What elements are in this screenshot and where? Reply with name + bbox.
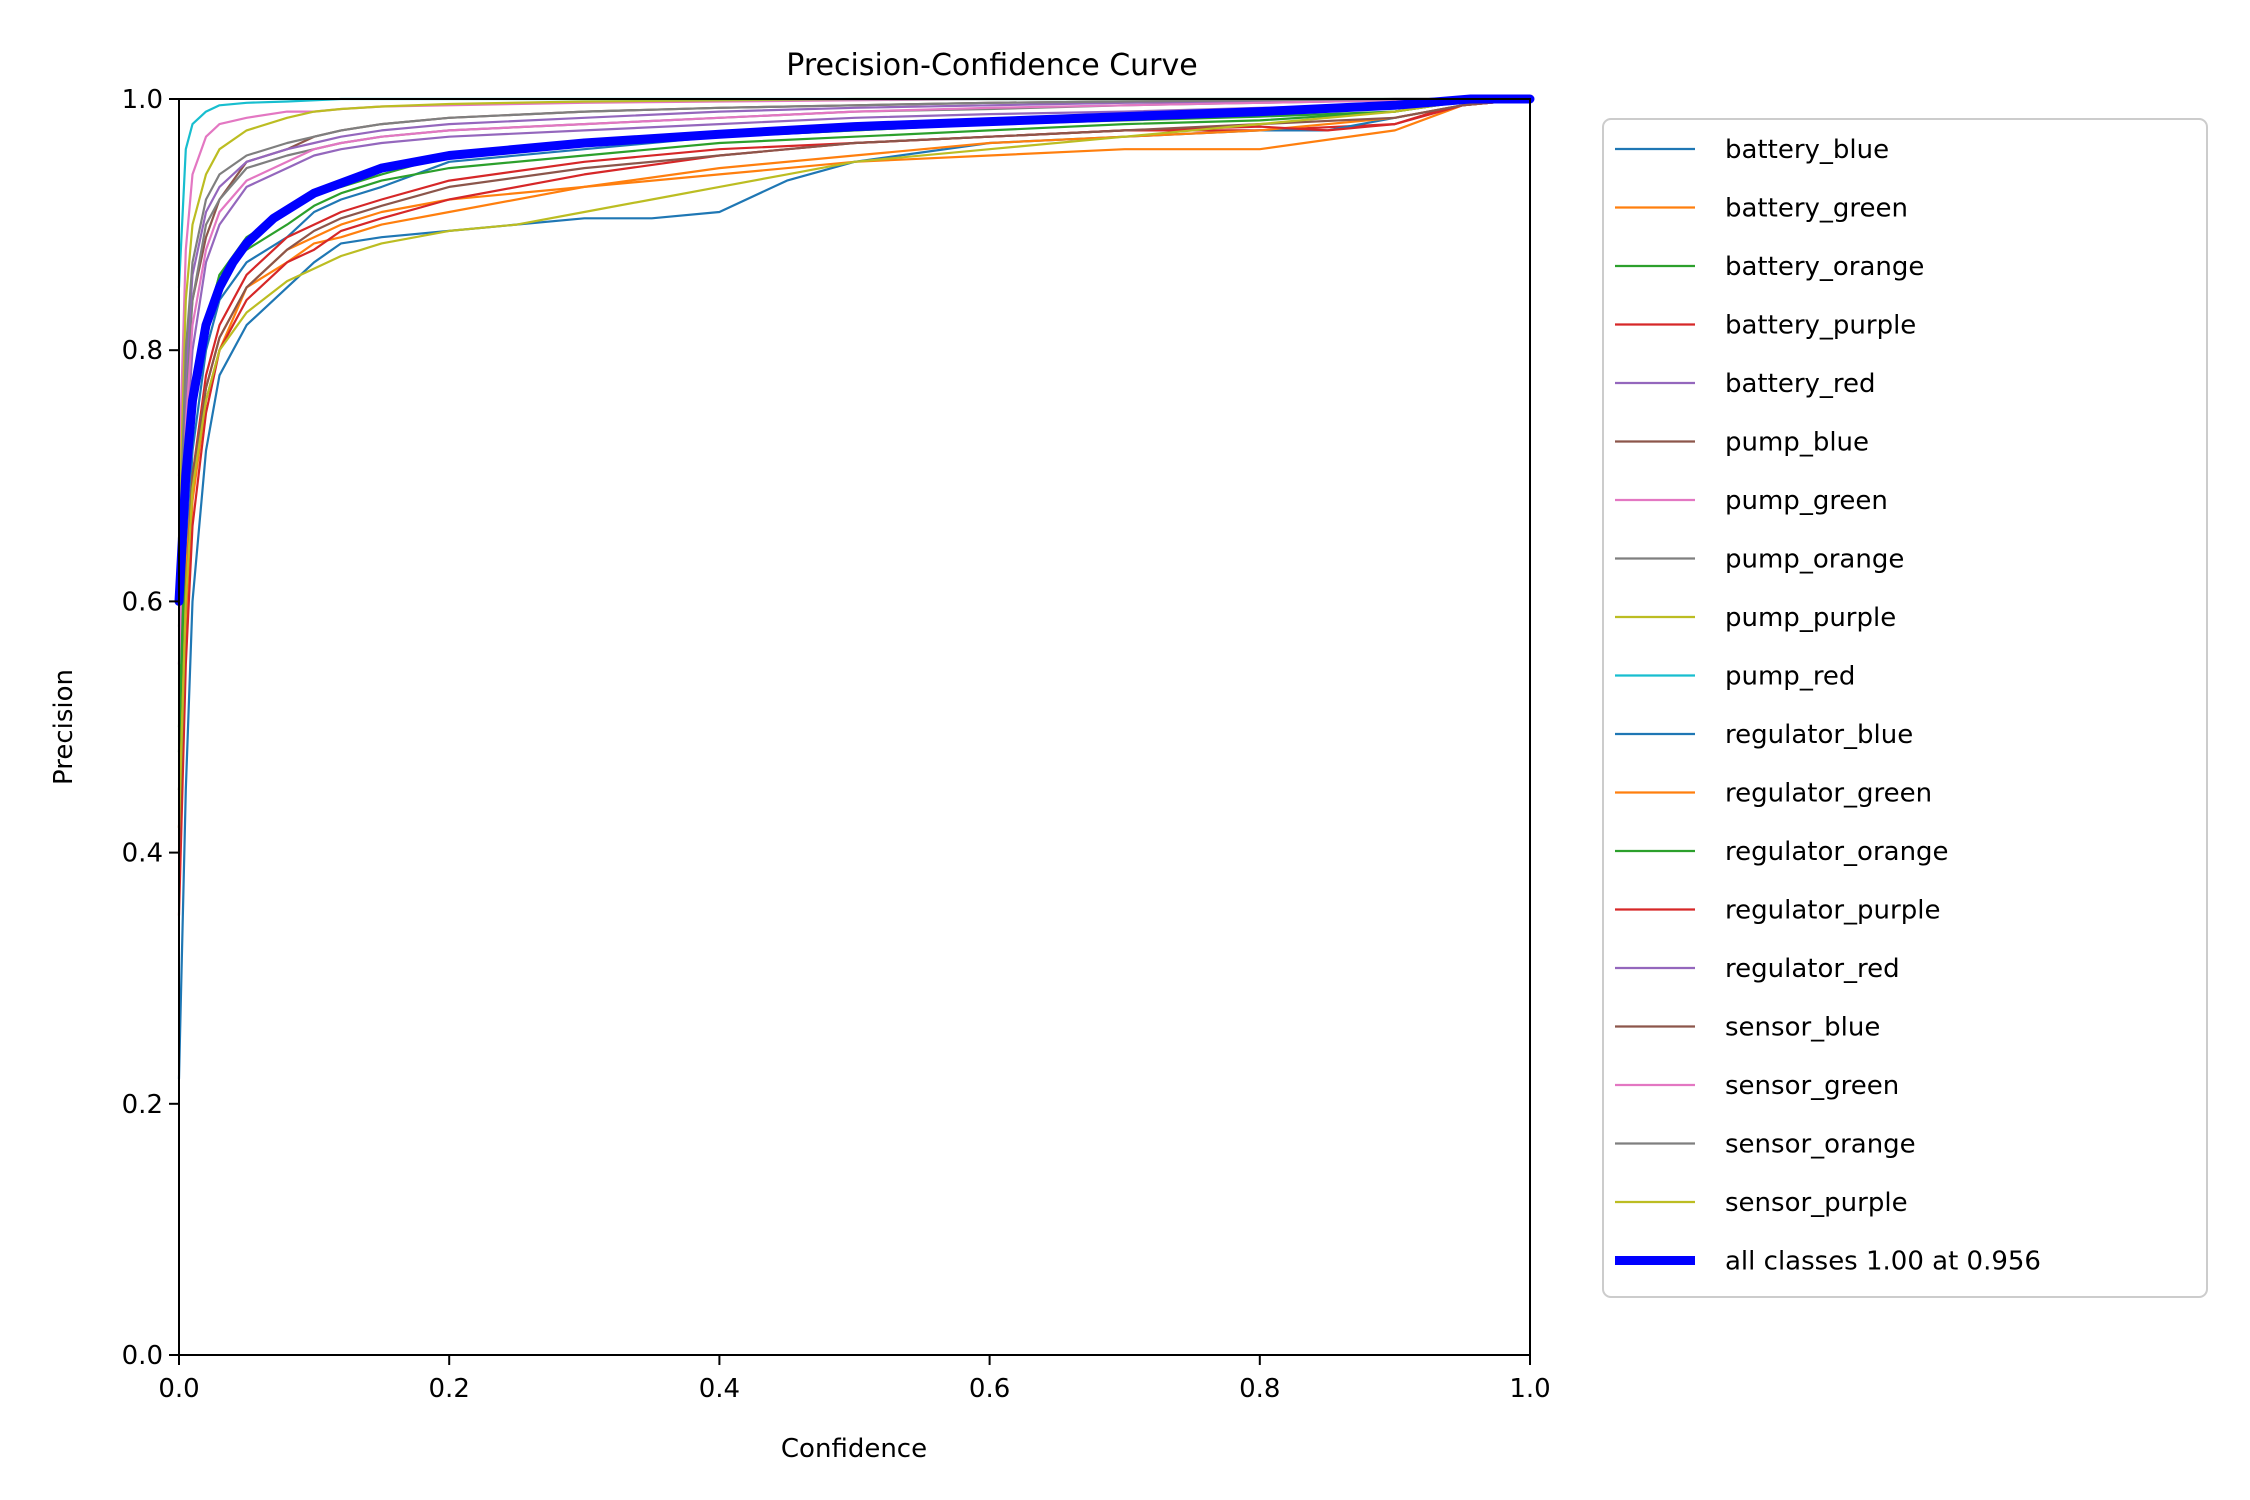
y-axis-ticks: 0.0 0.2 0.4 0.6 0.8 1.0 [122, 85, 179, 1371]
y-tick-label: 0.0 [122, 1341, 163, 1371]
x-tick-label: 0.4 [699, 1374, 740, 1404]
legend-label: sensor_blue [1725, 1013, 1880, 1043]
y-tick-label: 0.6 [122, 587, 163, 617]
x-tick-label: 0.8 [1239, 1374, 1280, 1404]
legend-label: battery_green [1725, 194, 1908, 224]
legend-label: pump_green [1725, 486, 1888, 516]
legend-label: pump_blue [1725, 428, 1869, 458]
x-tick-label: 1.0 [1509, 1374, 1550, 1404]
series-line-all-classes-1-00-at-0-956 [174, 94, 1535, 606]
legend-label: pump_orange [1725, 545, 1904, 575]
chart-title: Precision-Confidence Curve [786, 48, 1197, 83]
series-line-sensor-purple [177, 97, 1532, 829]
y-axis-label: Precision [49, 669, 79, 785]
legend-items: battery_blue battery_green battery_orangeb… [1615, 135, 2041, 1277]
y-tick-label: 0.2 [122, 1090, 163, 1120]
x-tick-label: 0.6 [969, 1374, 1010, 1404]
legend-label: battery_blue [1725, 135, 1889, 165]
legend-label: sensor_purple [1725, 1188, 1908, 1218]
legend-label: regulator_red [1725, 954, 1900, 984]
x-tick-label: 0.2 [429, 1374, 470, 1404]
legend-label: regulator_orange [1725, 837, 1949, 867]
series-line-sensor-orange [177, 97, 1532, 578]
plot-frame [178, 98, 1531, 1356]
legend-label: pump_purple [1725, 603, 1896, 633]
series-line-sensor-green [177, 97, 1532, 666]
legend-label: pump_red [1725, 662, 1855, 692]
y-tick-label: 1.0 [122, 85, 163, 115]
legend-label: sensor_orange [1725, 1130, 1916, 1160]
series-line-regulator-blue [177, 97, 1532, 1080]
legend-label: battery_red [1725, 369, 1876, 399]
legend-label: battery_purple [1725, 311, 1916, 341]
series-line-regulator-purple [177, 97, 1532, 917]
legend-label: sensor_green [1725, 1071, 1899, 1101]
x-tick-label: 0.0 [158, 1374, 199, 1404]
legend-label: battery_orange [1725, 252, 1924, 282]
legend-box [1602, 118, 2208, 1298]
legend-label: regulator_green [1725, 779, 1932, 809]
series-line-regulator-red [177, 97, 1532, 603]
legend-label: regulator_blue [1725, 720, 1913, 750]
x-axis-ticks: 0.0 0.2 0.4 0.6 0.8 1.0 [158, 1355, 1551, 1404]
legend-label: all classes 1.00 at 0.956 [1725, 1247, 2041, 1277]
legend: battery_blue battery_green battery_orangeb… [1602, 118, 2208, 1298]
x-axis-label: Confidence [781, 1434, 927, 1464]
y-tick-label: 0.4 [122, 839, 163, 869]
legend-label: regulator_purple [1725, 896, 1940, 926]
y-tick-label: 0.8 [122, 336, 163, 366]
